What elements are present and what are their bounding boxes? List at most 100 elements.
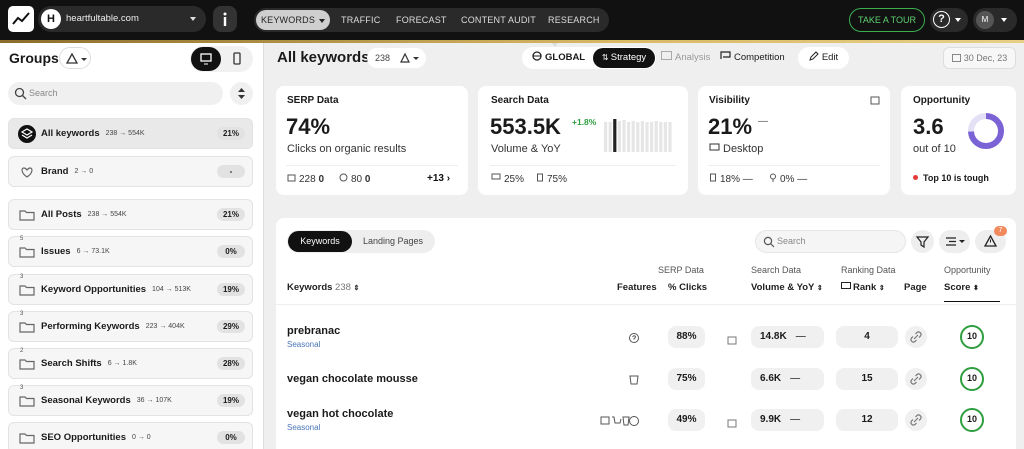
- page-link[interactable]: [905, 326, 927, 348]
- nav-tab[interactable]: TRAFFIC: [341, 15, 381, 25]
- card-stat: 18% —: [709, 173, 753, 185]
- volume: 14.8K: [760, 331, 787, 342]
- table-tabs: Keywords Landing Pages: [287, 230, 435, 253]
- opportunity-donut: [968, 113, 1004, 149]
- rank-pill: 15: [836, 368, 898, 390]
- site-initial: H: [41, 9, 61, 29]
- rank-pill: 12: [836, 409, 898, 431]
- nav-tab[interactable]: RESEARCH: [548, 8, 609, 47]
- group-name: Search Shifts: [41, 358, 102, 369]
- group-item[interactable]: 3 Keyword Opportunities 104 → 513K 19%: [8, 274, 253, 305]
- view-tab[interactable]: Analysis: [661, 47, 710, 69]
- keyword[interactable]: vegan hot chocolate: [287, 408, 394, 420]
- search-placeholder: Search: [777, 236, 806, 246]
- group-badge: 3: [20, 273, 24, 280]
- card-value: 74%: [286, 114, 331, 139]
- group-item[interactable]: 3 Seasonal Keywords 36 → 107K 19%: [8, 385, 253, 416]
- group-icon: [17, 428, 37, 448]
- alerts-button[interactable]: 7: [975, 226, 1007, 253]
- group-stats: 104 → 513K: [152, 286, 191, 293]
- column-group: SERP Data: [658, 265, 704, 275]
- page-link[interactable]: [905, 368, 927, 390]
- sort-button[interactable]: [230, 82, 253, 105]
- keyword[interactable]: vegan chocolate mousse: [287, 373, 418, 385]
- help-menu[interactable]: ?: [930, 8, 968, 32]
- view-tab[interactable]: Competition: [720, 47, 785, 69]
- table-search[interactable]: Search: [755, 230, 906, 253]
- clicks-pill: 88%: [668, 326, 705, 348]
- group-share: 21%: [217, 127, 245, 140]
- group-share: 29%: [217, 320, 245, 333]
- table-tab[interactable]: Keywords: [288, 231, 352, 252]
- view-tab[interactable]: ⇅ Strategy: [593, 48, 655, 68]
- group-filter[interactable]: [59, 47, 91, 69]
- group-stats: 0 → 0: [131, 434, 151, 441]
- filter-button[interactable]: [911, 230, 934, 253]
- take-tour-button[interactable]: TAKE A TOUR: [849, 8, 925, 32]
- column-header[interactable]: % Clicks: [668, 282, 708, 293]
- group-item[interactable]: SEO Opportunities 0 → 0 0%: [8, 422, 253, 449]
- group-share: 0%: [217, 245, 245, 258]
- group-icon: 3: [17, 385, 37, 411]
- group-icon: 2: [17, 348, 37, 374]
- column-header[interactable]: Rank ⇕: [841, 282, 885, 293]
- date-picker[interactable]: 30 Dec, 23: [943, 47, 1016, 69]
- card-change: —: [758, 116, 768, 127]
- column-header: Features: [617, 282, 657, 293]
- group-stats: 238 → 554K: [87, 211, 127, 218]
- volume-pill: 14.8K —: [751, 326, 824, 348]
- group-item[interactable]: 5 Issues 6 → 73.1K 0%: [8, 236, 253, 267]
- column-header[interactable]: Keywords 238 ⇕: [287, 282, 360, 293]
- desktop-button[interactable]: [191, 47, 221, 71]
- group-item[interactable]: 3 Performing Keywords 223 → 404K 29%: [8, 311, 253, 342]
- site-selector[interactable]: H heartfultable.com: [38, 6, 206, 32]
- spark-bar: [604, 122, 608, 152]
- volume-change: —: [790, 373, 801, 384]
- serp-features: [600, 414, 640, 426]
- group-item[interactable]: Brand 2 → 0 -: [8, 156, 253, 187]
- group-icon: 3: [17, 274, 37, 300]
- nav-tab[interactable]: CONTENT AUDIT: [461, 15, 536, 25]
- spark-bar: [622, 120, 626, 152]
- more-features[interactable]: +13 ›: [427, 173, 451, 184]
- group-share: 0%: [217, 431, 245, 444]
- group-name: SEO Opportunities: [41, 432, 126, 443]
- header-divider: [276, 304, 1016, 305]
- group-name: Brand: [41, 166, 69, 177]
- top-bar: H heartfultable.com KEYWORDS TRAFFIC FOR…: [0, 0, 1024, 47]
- group-badge: 2: [20, 347, 24, 354]
- group-item[interactable]: All keywords 238 → 554K 21%: [8, 118, 253, 149]
- edit-button[interactable]: Edit: [798, 47, 849, 69]
- table-tab[interactable]: Landing Pages: [363, 236, 424, 246]
- count-pill[interactable]: 238: [367, 48, 426, 68]
- group-search[interactable]: Search: [8, 82, 223, 105]
- nav-tab[interactable]: KEYWORDS: [256, 10, 330, 30]
- account-menu[interactable]: M: [973, 8, 1017, 32]
- info-button[interactable]: [213, 6, 237, 32]
- group-name: Issues: [41, 246, 71, 257]
- group-name: All Posts: [41, 209, 82, 220]
- page-title: All keywords: [277, 49, 370, 66]
- view-switch: GLOBAL ⇅ Strategy: [522, 47, 656, 69]
- spark-bar: [631, 121, 635, 152]
- keyword[interactable]: prebranac: [287, 325, 341, 337]
- logo[interactable]: [8, 6, 34, 32]
- group-item[interactable]: All Posts 238 → 554K 21%: [8, 199, 253, 230]
- group-share: 19%: [217, 394, 245, 407]
- nav-tab[interactable]: FORECAST: [396, 15, 447, 25]
- mobile-button[interactable]: [222, 47, 252, 71]
- column-header[interactable]: Score ⬍: [944, 282, 1000, 302]
- card-title: Search Data: [491, 95, 549, 106]
- column-group: Opportunity: [944, 265, 991, 275]
- spark-bar: [627, 122, 631, 152]
- view-tab[interactable]: GLOBAL: [532, 47, 585, 69]
- card-value: 553.5K: [490, 114, 561, 139]
- clicks-pill: 49%: [668, 409, 705, 431]
- group-item[interactable]: 2 Search Shifts 6 → 1.8K 28%: [8, 348, 253, 379]
- columns-button[interactable]: [939, 230, 970, 253]
- page-link[interactable]: [905, 409, 927, 431]
- column-header[interactable]: Volume & YoY ⇕: [751, 282, 823, 293]
- volume-pill: 9.9K —: [751, 409, 824, 431]
- help-icon: ?: [933, 11, 950, 28]
- alerts-badge: 7: [994, 226, 1007, 236]
